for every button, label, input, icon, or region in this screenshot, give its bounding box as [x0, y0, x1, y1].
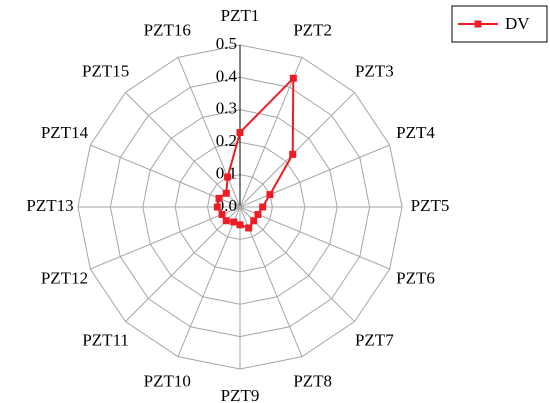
- spoke: [90, 206, 241, 270]
- spoke: [125, 92, 241, 208]
- spoke: [239, 206, 303, 357]
- marker: [236, 221, 244, 229]
- category-label: PZT9: [221, 386, 260, 403]
- category-label: PZT2: [293, 20, 332, 39]
- category-label: PZT7: [355, 330, 394, 349]
- legend-label: DV: [505, 14, 530, 33]
- spoke: [177, 57, 241, 208]
- marker: [218, 210, 226, 218]
- category-label: PZT4: [396, 123, 435, 142]
- legend-marker: [474, 20, 482, 28]
- marker: [236, 128, 244, 136]
- category-label: PZT6: [396, 269, 435, 288]
- category-label: PZT1: [221, 6, 260, 25]
- tick-label: 0.5: [216, 34, 237, 53]
- marker: [254, 210, 262, 218]
- category-label: PZT11: [82, 330, 129, 349]
- tick-label: 0.2: [216, 131, 237, 150]
- spoke: [239, 206, 355, 322]
- spoke: [90, 144, 241, 208]
- category-label: PZT12: [41, 269, 88, 288]
- category-label: PZT8: [293, 371, 332, 390]
- marker: [230, 218, 238, 226]
- spoke: [239, 206, 390, 270]
- category-label: PZT5: [411, 196, 450, 215]
- category-label: PZT16: [144, 20, 191, 39]
- category-label: PZT3: [355, 62, 394, 81]
- category-label: PZT13: [26, 196, 73, 215]
- category-label: PZT14: [41, 123, 89, 142]
- category-label: PZT10: [144, 371, 191, 390]
- tick-label: 0.3: [216, 99, 237, 118]
- marker: [213, 203, 221, 211]
- marker: [215, 194, 223, 202]
- tick-label: 0.1: [216, 164, 237, 183]
- spoke: [125, 206, 241, 322]
- marker: [266, 191, 274, 199]
- marker: [289, 150, 297, 158]
- marker: [289, 74, 297, 82]
- category-label: PZT15: [82, 62, 129, 81]
- marker: [245, 224, 253, 232]
- tick-label: 0.4: [216, 66, 238, 85]
- marker: [250, 217, 258, 225]
- marker: [259, 203, 267, 211]
- spoke: [239, 144, 390, 208]
- marker: [224, 173, 232, 181]
- marker: [222, 189, 230, 197]
- spoke: [239, 92, 355, 208]
- spoke: [177, 206, 241, 357]
- marker: [222, 217, 230, 225]
- spoke: [239, 57, 303, 208]
